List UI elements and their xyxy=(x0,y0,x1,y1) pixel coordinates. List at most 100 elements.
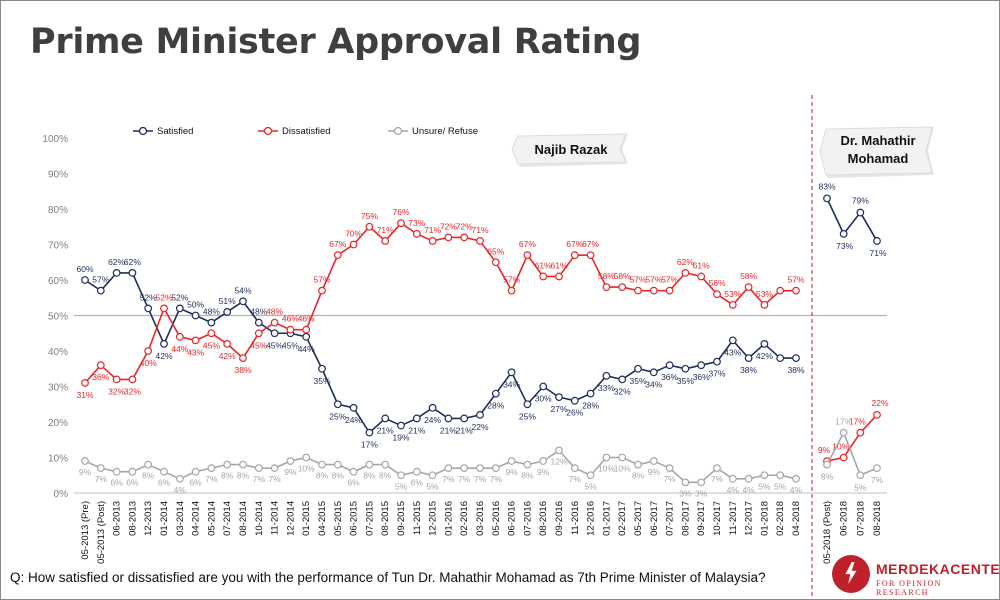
lightning-bolt-icon xyxy=(832,555,870,593)
data-label: 7% xyxy=(569,474,582,484)
x-tick-label: 04-2015 xyxy=(317,501,328,536)
data-label: 42% xyxy=(219,351,236,361)
data-label: 8% xyxy=(316,471,329,481)
data-point xyxy=(286,457,295,465)
data-label: 58% xyxy=(740,271,757,281)
data-label: 52% xyxy=(171,292,188,302)
data-point xyxy=(728,300,737,309)
series-line-0 xyxy=(826,198,878,242)
y-tick-label: 40% xyxy=(48,347,68,358)
x-tick-label: 10-2014 xyxy=(254,501,265,536)
data-point xyxy=(776,471,785,480)
data-point xyxy=(760,340,769,348)
data-label: 32% xyxy=(614,386,631,396)
data-point xyxy=(254,329,263,338)
data-point xyxy=(776,286,785,295)
data-label: 9% xyxy=(79,467,92,477)
data-label: 5% xyxy=(584,481,597,491)
data-point xyxy=(555,446,563,455)
data-point xyxy=(618,375,627,384)
data-point xyxy=(792,474,800,483)
data-label: 6% xyxy=(411,478,424,488)
data-point xyxy=(239,354,247,363)
data-point xyxy=(555,393,563,402)
data-point xyxy=(223,340,232,348)
data-point xyxy=(792,354,800,363)
x-tick-label: 04-2014 xyxy=(191,501,202,536)
panel-label-line: Dr. Mahathir xyxy=(840,133,915,148)
data-point xyxy=(270,318,279,327)
data-point xyxy=(507,286,516,295)
data-label: 7% xyxy=(205,474,218,484)
data-label: 17% xyxy=(849,417,866,427)
legend-label-2: Unsure/ Refuse xyxy=(412,126,478,137)
data-point xyxy=(697,361,706,370)
y-tick-label: 90% xyxy=(48,170,68,181)
x-tick-label: 07-2017 xyxy=(665,501,676,536)
data-point xyxy=(412,467,421,476)
data-label: 43% xyxy=(724,347,741,357)
x-tick-label: 08-2015 xyxy=(380,501,391,536)
data-label: 8% xyxy=(363,471,376,481)
x-tick-label: 03-2014 xyxy=(175,501,186,536)
data-label: 19% xyxy=(392,433,409,443)
x-tick-label: 05-2014 xyxy=(206,501,217,536)
data-label: 45% xyxy=(266,340,283,350)
data-point xyxy=(333,460,342,469)
data-label: 7% xyxy=(474,474,487,484)
data-label: 37% xyxy=(708,369,725,379)
data-label: 7% xyxy=(95,474,108,484)
data-label: 24% xyxy=(345,415,362,425)
x-tick-label: 08-2017 xyxy=(680,501,691,536)
data-point xyxy=(570,464,579,473)
data-point xyxy=(381,460,390,469)
data-point xyxy=(873,237,881,245)
data-point xyxy=(191,467,200,476)
data-label: 48% xyxy=(266,307,283,317)
data-label: 38% xyxy=(740,365,757,375)
data-point xyxy=(539,457,548,465)
y-tick-label: 20% xyxy=(48,418,68,429)
data-point xyxy=(697,478,706,487)
data-point xyxy=(873,464,881,473)
data-label: 52% xyxy=(140,292,157,302)
data-label: 67% xyxy=(519,239,536,249)
data-point xyxy=(586,389,595,398)
x-tick-label: 09-2017 xyxy=(696,501,707,536)
data-point xyxy=(665,464,674,473)
data-point xyxy=(81,457,89,465)
data-label: 42% xyxy=(155,351,172,361)
data-label: 71% xyxy=(377,225,394,235)
data-label: 54% xyxy=(234,285,251,295)
data-label: 32% xyxy=(124,386,141,396)
data-point xyxy=(491,464,500,473)
data-point xyxy=(349,467,358,476)
data-point xyxy=(175,474,184,483)
data-point xyxy=(649,368,658,377)
data-point xyxy=(412,414,421,423)
y-tick-label: 80% xyxy=(48,205,68,216)
data-point xyxy=(239,460,247,469)
x-tick-label: 11-2014 xyxy=(270,501,281,535)
data-point xyxy=(760,471,769,480)
data-label: 45% xyxy=(203,340,220,350)
data-point xyxy=(728,336,737,345)
data-point xyxy=(823,460,831,469)
data-label: 71% xyxy=(471,225,488,235)
x-tick-label: 12-2013 xyxy=(143,501,154,536)
data-label: 58% xyxy=(614,271,631,281)
data-label: 36% xyxy=(661,372,678,382)
data-label: 7% xyxy=(458,474,471,484)
series-line-2 xyxy=(84,449,797,484)
data-point xyxy=(681,269,690,277)
data-label: 42% xyxy=(756,351,773,361)
data-point xyxy=(96,464,105,473)
data-label: 32% xyxy=(108,386,125,396)
x-tick-label: 02-2018 xyxy=(775,501,786,536)
data-point xyxy=(839,229,848,238)
survey-question: Q: How satisfied or dissatisfied are you… xyxy=(10,570,766,585)
x-tick-label: 12-2014 xyxy=(285,501,296,536)
data-label: 21% xyxy=(408,425,425,435)
data-point xyxy=(96,286,105,295)
